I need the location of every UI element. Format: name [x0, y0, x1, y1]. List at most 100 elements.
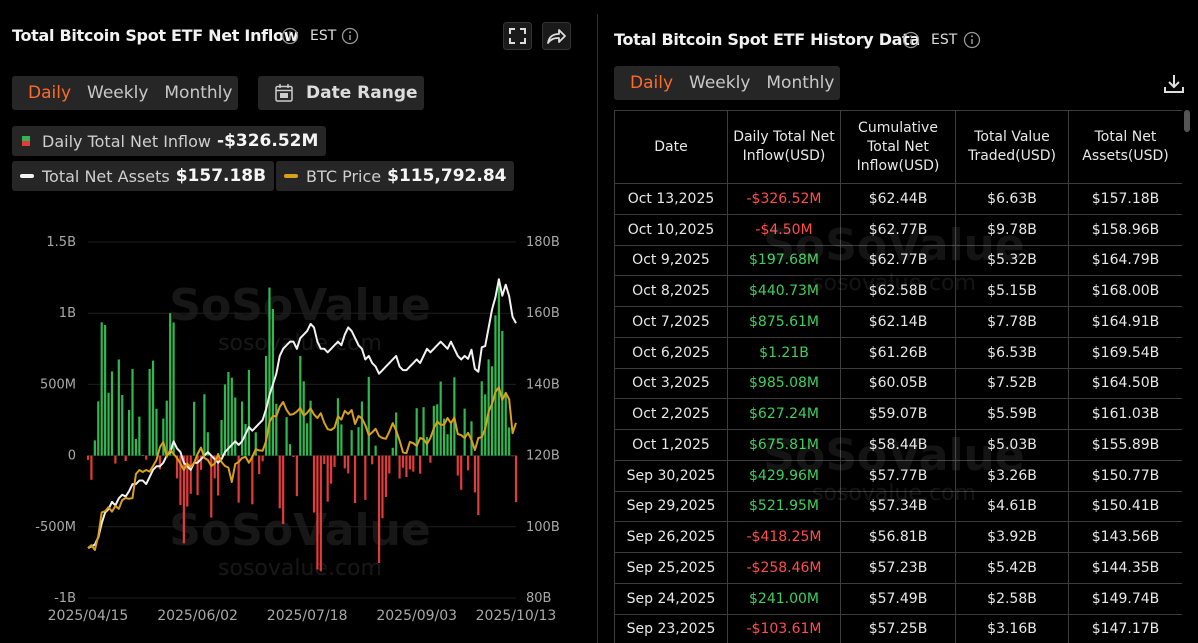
bar [288, 444, 292, 456]
bar [179, 455, 182, 506]
column-header: Daily Total Net Inflow(USD) [727, 110, 841, 184]
bar [240, 401, 244, 456]
bar [90, 455, 93, 480]
bar [127, 409, 131, 456]
bar [408, 455, 411, 470]
date-range-label: Date Range [306, 83, 418, 103]
scrollbar[interactable] [1184, 110, 1190, 132]
bar [388, 455, 391, 474]
info-icon[interactable] [341, 27, 359, 45]
calendar-icon [275, 84, 293, 102]
bar [268, 287, 271, 456]
legend-item[interactable]: BTC Price $115,792.84 [276, 161, 515, 191]
bar [415, 408, 418, 456]
table-cell: $62.58B [840, 275, 956, 307]
table-cell: $3.16B [955, 613, 1069, 643]
legend-item[interactable]: Daily Total Net Inflow -$326.52M [12, 126, 327, 156]
bar [295, 455, 298, 497]
table-cell: $4.61B [955, 490, 1069, 523]
line [87, 278, 517, 550]
bar [477, 455, 480, 516]
bar [401, 455, 405, 468]
tab[interactable]: Monthly [164, 83, 233, 103]
tab[interactable]: Daily [28, 83, 72, 103]
table-cell: $164.79B [1068, 244, 1182, 277]
header-line: Cumulative [858, 119, 938, 136]
date-range-button[interactable]: Date Range [258, 76, 424, 110]
table-cell: $197.68M [727, 244, 841, 277]
header-line: Date [654, 138, 688, 155]
table-cell: Oct 2,2025 [614, 398, 728, 430]
table-cell: -$103.61M [727, 613, 841, 643]
tab[interactable]: Monthly [766, 73, 835, 93]
bar [165, 400, 168, 456]
table-cell: Oct 8,2025 [614, 275, 728, 307]
table-row: Oct 7,2025 $875.61M $62.14B $7.78B $164.91B [614, 306, 1182, 338]
bar [285, 417, 288, 456]
bar [442, 418, 446, 456]
bar [203, 394, 206, 456]
bar [107, 392, 110, 456]
bar [340, 424, 343, 456]
table-cell: $57.25B [840, 613, 956, 643]
tab[interactable]: Daily [630, 73, 674, 93]
table-cell: $164.91B [1068, 306, 1182, 338]
table-cell: $161.03B [1068, 398, 1182, 430]
legend-item[interactable]: Total Net Assets $157.18B [12, 161, 275, 191]
bar [480, 381, 483, 456]
table-cell: $5.32B [955, 244, 1069, 277]
bar [466, 455, 470, 471]
watermark-url: sosovalue.com [218, 556, 382, 581]
bar [487, 359, 490, 456]
table-cell: Sep 26,2025 [614, 521, 728, 553]
download-button[interactable] [1162, 72, 1186, 96]
table-cell: $149.74B [1068, 582, 1182, 615]
table-cell: $147.17B [1068, 613, 1182, 643]
tab[interactable]: Weekly [87, 83, 149, 103]
table-row: Sep 29,2025 $521.95M $57.34B $4.61B $150.41B [614, 490, 1182, 523]
bar [104, 325, 107, 456]
y-tick-label: -1B [54, 591, 76, 606]
table-cell: $5.15B [955, 275, 1069, 307]
bar [330, 455, 333, 484]
bar [377, 455, 381, 563]
table-row: Oct 3,2025 $985.08M $60.05B $7.52B $164.50B [614, 367, 1182, 400]
fullscreen-button[interactable] [503, 22, 532, 50]
bar [172, 322, 175, 456]
info-icon[interactable] [963, 31, 981, 49]
share-button[interactable] [542, 22, 571, 50]
table-cell: $157.18B [1068, 183, 1182, 215]
legend-name: Daily Total Net Inflow [42, 131, 212, 151]
table-cell: $150.77B [1068, 459, 1182, 492]
info-icon[interactable] [281, 27, 299, 45]
table-cell: Oct 1,2025 [614, 429, 728, 461]
bar [391, 447, 394, 456]
table-cell: $164.50B [1068, 367, 1182, 400]
table-cell: $144.35B [1068, 552, 1182, 584]
bar [360, 401, 364, 456]
tab[interactable]: Weekly [689, 73, 751, 93]
bar [347, 455, 350, 474]
table-cell: $875.61M [727, 306, 841, 338]
info-icon[interactable] [902, 31, 920, 49]
bar [323, 455, 326, 465]
table-cell: Oct 9,2025 [614, 244, 728, 277]
table-cell: $57.77B [840, 459, 956, 492]
bar [299, 355, 302, 456]
legend-name: BTC Price [306, 166, 382, 186]
table-cell: Oct 3,2025 [614, 367, 728, 400]
table-row: Oct 8,2025 $440.73M $62.58B $5.15B $168.00B [614, 275, 1182, 307]
bar [110, 371, 114, 456]
bar [158, 455, 162, 470]
bar [494, 315, 497, 456]
bar [439, 381, 442, 456]
bar [138, 416, 141, 456]
bar [275, 403, 278, 456]
header-line: Traded(USD) [967, 148, 1057, 164]
bar [419, 455, 422, 474]
table-cell: $62.77B [840, 244, 956, 277]
bar [141, 454, 144, 456]
bar [217, 455, 220, 496]
bar [117, 359, 120, 456]
bar [405, 455, 408, 478]
